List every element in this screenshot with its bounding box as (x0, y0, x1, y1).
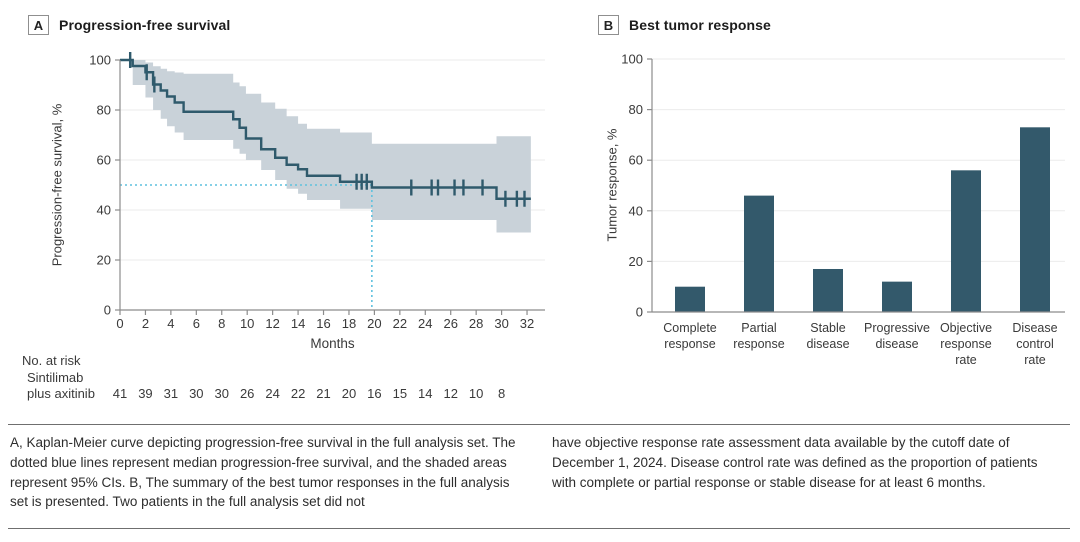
risk-group-name-line1: Sintilimab (27, 369, 84, 385)
censor-marks (128, 52, 526, 207)
bar-4 (951, 170, 981, 312)
svg-text:response: response (664, 337, 715, 351)
svg-text:16: 16 (316, 316, 330, 331)
svg-text:20: 20 (629, 254, 643, 269)
svg-text:6: 6 (193, 316, 200, 331)
svg-text:Disease: Disease (1012, 321, 1057, 335)
caption-top-rule (8, 424, 1070, 425)
svg-text:Complete: Complete (663, 321, 717, 335)
bar-plot: 0 20 40 60 80 100 Complete response Partial respo… (621, 52, 1065, 367)
panel-a-header: A Progression-free survival (28, 15, 230, 35)
tumor-response-bar-chart: 0 20 40 60 80 100 Complete response Partial respo… (621, 52, 1065, 367)
bottom-rule (8, 528, 1070, 529)
risk-group-name-line2: plus axitinib (27, 386, 95, 401)
caption-right-column: have objective response rate assessment … (552, 435, 1038, 490)
svg-text:rate: rate (1024, 353, 1046, 367)
svg-text:60: 60 (97, 153, 111, 168)
svg-text:80: 80 (629, 102, 643, 117)
svg-text:12: 12 (265, 316, 279, 331)
svg-text:32: 32 (520, 316, 534, 331)
bar-1 (744, 195, 774, 312)
svg-text:14: 14 (418, 386, 432, 401)
svg-text:80: 80 (97, 103, 111, 118)
svg-text:26: 26 (240, 386, 254, 401)
svg-text:26: 26 (443, 316, 457, 331)
svg-text:disease: disease (806, 337, 849, 351)
svg-text:15: 15 (393, 386, 407, 401)
number-at-risk-table: No. at risk Sintilimab plus axitinib (22, 353, 95, 403)
svg-text:39: 39 (138, 386, 152, 401)
svg-text:24: 24 (418, 316, 432, 331)
panel-b-header: B Best tumor response (598, 15, 771, 35)
panel-b-title: Best tumor response (629, 17, 771, 33)
svg-text:response: response (940, 337, 991, 351)
svg-text:20: 20 (97, 253, 111, 268)
panel-a-label: A (28, 15, 49, 35)
panel-b-label: B (598, 15, 619, 35)
svg-text:rate: rate (955, 353, 977, 367)
svg-text:18: 18 (342, 316, 356, 331)
svg-text:10: 10 (469, 386, 483, 401)
svg-text:0: 0 (104, 303, 111, 318)
svg-text:31: 31 (164, 386, 178, 401)
risk-table-header: No. at risk (22, 353, 81, 368)
svg-text:28: 28 (469, 316, 483, 331)
svg-text:10: 10 (240, 316, 254, 331)
panel-a-title: Progression-free survival (59, 17, 231, 33)
svg-text:0: 0 (116, 316, 123, 331)
svg-text:0: 0 (636, 305, 643, 320)
svg-text:30: 30 (494, 316, 508, 331)
svg-text:Stable: Stable (810, 321, 845, 335)
svg-text:24: 24 (265, 386, 279, 401)
svg-text:30: 30 (189, 386, 203, 401)
bar-0 (675, 286, 705, 312)
svg-text:100: 100 (89, 53, 111, 68)
svg-text:control: control (1016, 337, 1054, 351)
svg-text:16: 16 (367, 386, 381, 401)
bar-2 (813, 268, 843, 312)
svg-text:40: 40 (629, 203, 643, 218)
svg-text:20: 20 (342, 386, 356, 401)
svg-text:Partial: Partial (741, 321, 776, 335)
svg-text:2: 2 (142, 316, 149, 331)
svg-text:40: 40 (97, 203, 111, 218)
svg-text:response: response (733, 337, 784, 351)
svg-text:8: 8 (218, 316, 225, 331)
svg-text:22: 22 (291, 386, 305, 401)
svg-text:Objective: Objective (940, 321, 992, 335)
svg-text:100: 100 (621, 52, 643, 67)
svg-text:Months: Months (310, 336, 355, 351)
bar-3 (882, 281, 912, 312)
bar-5 (1020, 127, 1050, 312)
svg-text:8: 8 (498, 386, 505, 401)
svg-text:22: 22 (393, 316, 407, 331)
ci-95-band (120, 60, 531, 233)
svg-text:Progressive: Progressive (864, 321, 930, 335)
svg-text:60: 60 (629, 153, 643, 168)
svg-text:20: 20 (367, 316, 381, 331)
svg-text:12: 12 (443, 386, 457, 401)
svg-text:disease: disease (875, 337, 918, 351)
svg-text:21: 21 (316, 386, 330, 401)
svg-text:41: 41 (113, 386, 127, 401)
svg-text:4: 4 (167, 316, 174, 331)
svg-text:30: 30 (215, 386, 229, 401)
caption-left-column: A, Kaplan-Meier curve depicting progress… (10, 435, 516, 510)
svg-text:14: 14 (291, 316, 305, 331)
